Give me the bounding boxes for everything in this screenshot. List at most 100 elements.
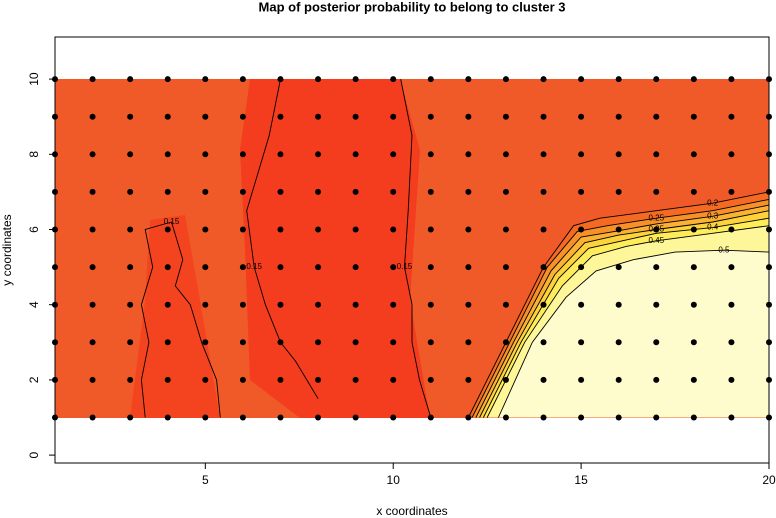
point	[465, 264, 472, 271]
point	[615, 301, 622, 308]
contour-label: 0.25	[648, 213, 664, 222]
point	[578, 414, 585, 421]
point	[578, 301, 585, 308]
point	[127, 76, 134, 83]
point	[202, 113, 209, 120]
point	[352, 76, 359, 83]
point	[89, 339, 96, 346]
point	[615, 188, 622, 195]
point	[52, 113, 58, 120]
point	[89, 76, 96, 83]
point	[352, 339, 359, 346]
point	[690, 339, 697, 346]
contour-label: 0.15	[246, 262, 262, 271]
plot-box	[54, 36, 770, 464]
point	[277, 113, 284, 120]
point	[127, 414, 134, 421]
point	[164, 76, 171, 83]
point	[390, 226, 397, 233]
point	[728, 376, 735, 383]
point	[578, 76, 585, 83]
point	[427, 376, 434, 383]
point	[615, 264, 622, 271]
point	[127, 113, 134, 120]
point	[766, 188, 772, 195]
point	[277, 376, 284, 383]
point	[766, 339, 772, 346]
point	[766, 376, 772, 383]
point	[615, 376, 622, 383]
point	[352, 264, 359, 271]
point	[277, 76, 284, 83]
point	[615, 414, 622, 421]
point	[502, 226, 509, 233]
point	[52, 188, 58, 195]
point	[728, 339, 735, 346]
point	[427, 301, 434, 308]
point	[239, 151, 246, 158]
point	[690, 188, 697, 195]
point	[540, 226, 547, 233]
point	[465, 226, 472, 233]
point	[89, 414, 96, 421]
contour-line	[497, 249, 770, 418]
point	[315, 264, 322, 271]
point	[615, 76, 622, 83]
point	[239, 339, 246, 346]
point	[202, 376, 209, 383]
point	[352, 376, 359, 383]
point	[315, 151, 322, 158]
point	[352, 226, 359, 233]
point	[390, 76, 397, 83]
contour-label: 0.45	[648, 236, 664, 245]
point	[540, 188, 547, 195]
point	[127, 376, 134, 383]
point	[615, 151, 622, 158]
point	[615, 339, 622, 346]
point	[352, 113, 359, 120]
point	[502, 151, 509, 158]
point	[89, 301, 96, 308]
point	[89, 264, 96, 271]
point	[315, 188, 322, 195]
point	[52, 264, 58, 271]
x-tick-label: 15	[574, 473, 588, 487]
contour-line	[246, 79, 319, 399]
point	[164, 301, 171, 308]
point	[277, 264, 284, 271]
point	[315, 301, 322, 308]
point	[164, 113, 171, 120]
y-axis-label: y coordinates	[0, 214, 14, 285]
point	[653, 414, 660, 421]
point	[427, 414, 434, 421]
point	[164, 414, 171, 421]
point	[52, 414, 58, 421]
contour-label: 0.5	[718, 245, 730, 254]
point	[766, 414, 772, 421]
x-tick-label: 5	[202, 473, 209, 487]
point	[540, 151, 547, 158]
contour-label: 0.2	[707, 198, 719, 207]
point	[427, 113, 434, 120]
point	[653, 301, 660, 308]
point	[390, 151, 397, 158]
point	[89, 151, 96, 158]
point	[390, 264, 397, 271]
point	[766, 264, 772, 271]
point	[239, 264, 246, 271]
point	[127, 301, 134, 308]
region	[498, 250, 769, 418]
point	[766, 76, 772, 83]
point	[239, 188, 246, 195]
point	[127, 264, 134, 271]
point	[202, 76, 209, 83]
y-tick-label: 2	[27, 376, 41, 383]
point	[690, 301, 697, 308]
contour-line	[400, 79, 432, 418]
point	[653, 376, 660, 383]
point	[578, 113, 585, 120]
y-tick-label: 8	[27, 151, 41, 158]
point	[239, 301, 246, 308]
point	[728, 113, 735, 120]
point	[465, 151, 472, 158]
